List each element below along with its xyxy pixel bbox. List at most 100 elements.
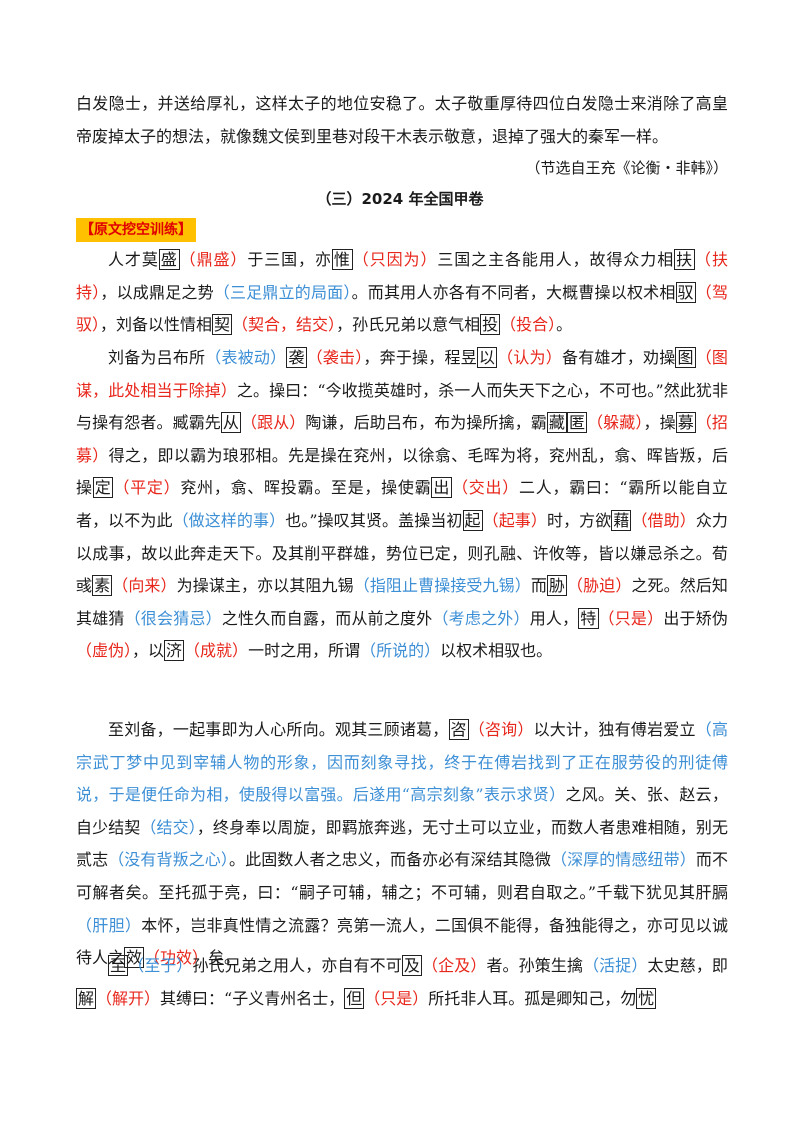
text-run: 其缚曰：“子义青州名士， (160, 988, 345, 1008)
boxed-keyword: 藏 (546, 412, 567, 434)
source-citation: （节选自王充《论衡・非韩》） (525, 159, 728, 177)
text-run: 三国之主各能用人，故得众力相 (437, 250, 675, 269)
phrase-gloss: （指阻止曹操接受九锡） (353, 576, 531, 596)
text-run: 之性久而自露，而从前之度外 (221, 608, 433, 628)
text-run: 出于矫伪 (663, 608, 728, 628)
text-run: 所托非人耳。孤是卿知己，勿 (428, 988, 637, 1008)
text-run: 。此固数人者之忠义，而备亦必有深结其隐微 (229, 850, 551, 870)
text-run: 至刘备，一起事即为人心所向。观其三顾诸葛， (108, 720, 449, 739)
text-run: 陶谦，后助吕布，布为操所擒，霸 (305, 413, 547, 433)
text-run: 用人， (529, 608, 579, 628)
text-run: ，孙氏兄弟以意气相 (336, 315, 481, 335)
keyword-gloss: （平定） (113, 478, 181, 498)
keyword-gloss: （交出） (452, 478, 519, 498)
keyword-gloss: （虚伪） (76, 641, 133, 661)
boxed-keyword: 出 (431, 477, 453, 499)
training-tag: 【原文挖空训练】 (76, 218, 196, 242)
text-run: 之死。然后知其雄猜 (76, 576, 728, 628)
text-run: 二人，霸曰：“霸所以能自立者，以不为此 (76, 478, 728, 530)
boxed-keyword: 特 (578, 607, 599, 629)
text-run: 本怀，岂非真性情之流露？亮第一流人，二国俱不能得，备独能得之，亦可见以诚待人之 (76, 915, 728, 968)
text-run: 而不可解者矣。至托孤于亮，曰：“嗣子可辅，辅之；不可辅，则君自取之。”千载下犹见… (76, 850, 728, 902)
boxed-keyword: 藉 (611, 509, 632, 531)
section-title: （三）2024 年全国甲卷 (316, 190, 484, 208)
boxed-keyword: 以 (476, 347, 498, 368)
keyword-gloss: （鼎盛） (179, 250, 248, 269)
boxed-keyword: 至 (108, 955, 129, 976)
keyword-gloss: （躲藏） (587, 413, 644, 433)
boxed-keyword: 定 (92, 477, 114, 499)
keyword-gloss: （借助） (631, 510, 696, 530)
phrase-gloss: （三足鼎立的局面） (213, 282, 352, 302)
phrase-gloss: （表被动） (205, 348, 287, 367)
text-run: 之风。关、张、赵云，自少结契 (76, 785, 728, 837)
boxed-keyword: 袭 (286, 347, 307, 368)
text-run: 兖州，翕、晖投霸。至是，操使霸 (180, 478, 432, 498)
text-run: ，刘备以性情相 (100, 315, 213, 335)
phrase-gloss: （活捉） (583, 956, 648, 975)
text-run: 时，方欲 (546, 510, 612, 530)
phrase-gloss: （肝胆） (76, 915, 142, 935)
keyword-gloss: （跟从） (241, 413, 306, 433)
keyword-gloss: （功效） (144, 948, 209, 968)
boxed-keyword: 素 (92, 575, 113, 597)
boxed-keyword: 效 (124, 947, 145, 969)
keyword-gloss: （起事） (482, 510, 547, 530)
boxed-keyword: 但 (344, 987, 365, 1009)
boxed-keyword: 起 (462, 509, 483, 531)
boxed-keyword: 图 (675, 347, 696, 368)
boxed-keyword: 扶 (674, 249, 696, 270)
text-run: 备有雄才，劝操 (561, 348, 676, 367)
phrase-gloss: （高宗武丁梦中见到宰辅人物的形象，因而刻象寻找，终于在傅岩找到了正在服劳役的刑徒… (76, 720, 728, 805)
text-run: 人才莫 (108, 250, 159, 269)
boxed-keyword: 忧 (636, 987, 657, 1009)
boxed-keyword: 胁 (546, 575, 568, 597)
keyword-gloss: （投合） (500, 315, 557, 335)
classical-paragraph: 至刘备，一起事即为人心所向。观其三顾诸葛，咨（咨询）以大计，独有傅岩爱立（高宗武… (76, 714, 728, 975)
text-run: ，终身奉以周旋，即羁旅奔逃，无寸土可以立业，而数人者患难相随，别无贰志 (76, 817, 728, 870)
text-run: 。而其用人亦各有不同者，大概曹操以权术相 (351, 282, 676, 302)
keyword-gloss: （只是） (598, 608, 664, 628)
keyword-gloss: （契合，结交） (232, 315, 337, 335)
text-run: 为操谋主，亦以其阻九锡 (176, 576, 354, 596)
text-run: 矣。 (208, 948, 241, 968)
text-run: 也。”操叹其贤。盖操当初 (285, 510, 463, 530)
boxed-keyword: 匿 (567, 412, 588, 434)
keyword-gloss: （向来） (112, 576, 177, 596)
phrase-gloss: （深厚的情感纽带） (550, 850, 696, 870)
text-run: 者。孙策生擒 (486, 956, 584, 975)
phrase-gloss: （至于） (128, 956, 193, 975)
keyword-gloss: （只是） (364, 988, 429, 1008)
text-run: 以权术相驭也。 (440, 641, 553, 661)
classical-paragraph: 刘备为吕布所（表被动）袭（袭击），奔于操，程昱以（认为）备有雄才，劝操图（图谋，… (76, 342, 728, 668)
text-run: 孙氏兄弟之用人，亦自有不可 (192, 956, 402, 975)
classical-paragraph: 至（至于）孙氏兄弟之用人，亦自有不可及（企及）者。孙策生擒（活捉）太史慈，即解（… (76, 950, 728, 1015)
text-run: 而 (530, 576, 547, 596)
boxed-keyword: 咨 (448, 719, 469, 740)
keyword-gloss: （袭击） (306, 348, 364, 367)
keyword-gloss: （图谋，此处相当于除掉） (76, 348, 728, 400)
text-run: 刘备为吕布所 (108, 348, 206, 367)
text-run: 之。操曰：“今收揽英雄时，杀一人而失天下之心，不可也。”然此犹非与操有怨者。臧霸… (76, 380, 728, 433)
boxed-keyword: 盛 (158, 249, 180, 270)
boxed-keyword: 契 (212, 314, 233, 336)
intro-translation-paragraph: 白发隐士，并送给厚礼，这样太子的地位安稳了。太子敬重厚待四位白发隐士来消除了高皇… (76, 94, 728, 146)
phrase-gloss: （结交） (140, 817, 197, 837)
text-run: 得之，即以霸为琅邪相。先是操在兖州，以徐翕、毛晖为将，兖州乱，翕、晖皆叛，后操 (76, 445, 728, 498)
keyword-gloss: （扶持） (76, 250, 728, 302)
keyword-gloss: （咨询） (468, 720, 534, 739)
text-run: 以大计，独有傅岩爱立 (533, 720, 696, 739)
boxed-keyword: 募 (675, 412, 696, 434)
text-run: ，以 (132, 641, 165, 661)
text-run: ，以成鼎足之势 (100, 282, 214, 302)
keyword-gloss: （认为） (497, 348, 562, 367)
keyword-gloss: （只因为） (352, 250, 438, 269)
boxed-keyword: 及 (401, 955, 423, 976)
text-run: 于三国，亦 (247, 250, 332, 269)
keyword-gloss: （招募） (76, 413, 728, 465)
keyword-gloss: （驾驭） (76, 282, 728, 335)
keyword-gloss: （解开） (96, 988, 161, 1008)
text-run: ，奔于操，程昱 (363, 348, 477, 367)
classical-paragraph: 人才莫盛（鼎盛）于三国，亦惟（只因为）三国之主各能用人，故得众力相扶（扶持），以… (76, 244, 728, 342)
